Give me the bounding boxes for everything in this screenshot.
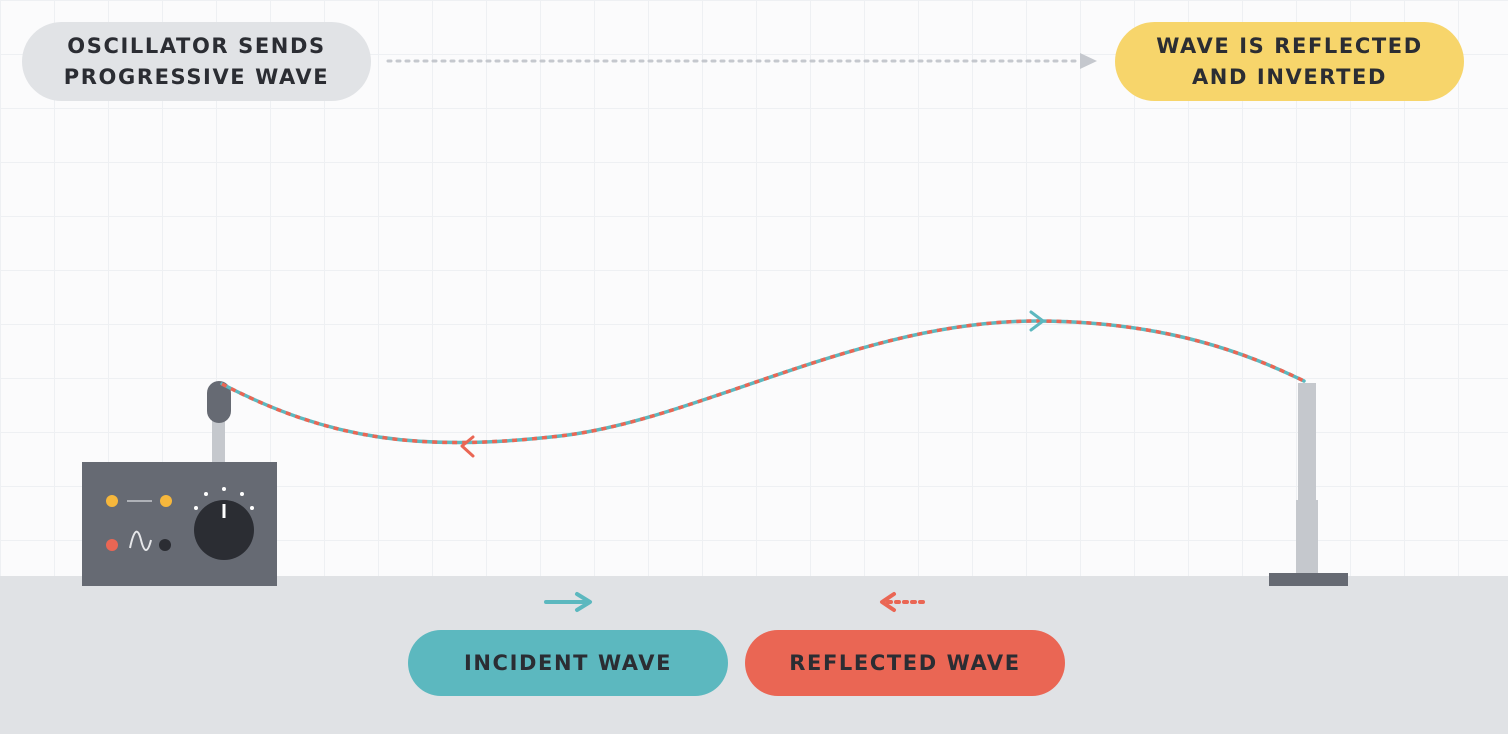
indicator-light-red bbox=[106, 539, 118, 551]
dial-knob-icon bbox=[194, 487, 254, 560]
indicator-light-dark bbox=[159, 539, 171, 551]
dotted-arrow-right-icon bbox=[386, 53, 1097, 69]
arrow-right-icon bbox=[544, 592, 592, 612]
fixed-end-post bbox=[1269, 383, 1348, 586]
indicator-light-yellow-left bbox=[106, 495, 118, 507]
sine-wave-icon bbox=[129, 530, 152, 551]
reflected-direction-arrow bbox=[460, 435, 475, 458]
reflected-wave-legend: REFLECTED WAVE bbox=[745, 630, 1065, 696]
incident-wave-label: INCIDENT WAVE bbox=[463, 650, 673, 675]
reflected-wave-label: REFLECTED WAVE bbox=[789, 650, 1021, 675]
incident-direction-arrow bbox=[1029, 310, 1045, 332]
incident-wave-legend: INCIDENT WAVE bbox=[408, 630, 728, 696]
oscillator-rod bbox=[212, 418, 225, 464]
reflection-callout: WAVE IS REFLECTED AND INVERTED bbox=[1115, 22, 1464, 101]
oscillator bbox=[82, 381, 277, 586]
indicator-light-yellow-right bbox=[160, 495, 172, 507]
oscillator-callout-line1: OSCILLATOR SENDS bbox=[67, 33, 326, 58]
oscillator-callout-line2: PROGRESSIVE WAVE bbox=[63, 64, 330, 89]
post-base bbox=[1269, 573, 1348, 586]
oscillator-callout: OSCILLATOR SENDS PROGRESSIVE WAVE bbox=[22, 22, 371, 101]
oscillator-driver-head bbox=[207, 381, 231, 423]
reflection-callout-line2: AND INVERTED bbox=[1191, 64, 1388, 89]
arrow-left-dotted-icon bbox=[880, 592, 930, 612]
reflection-callout-line1: WAVE IS REFLECTED bbox=[1156, 33, 1423, 58]
wave-string bbox=[220, 310, 1306, 458]
